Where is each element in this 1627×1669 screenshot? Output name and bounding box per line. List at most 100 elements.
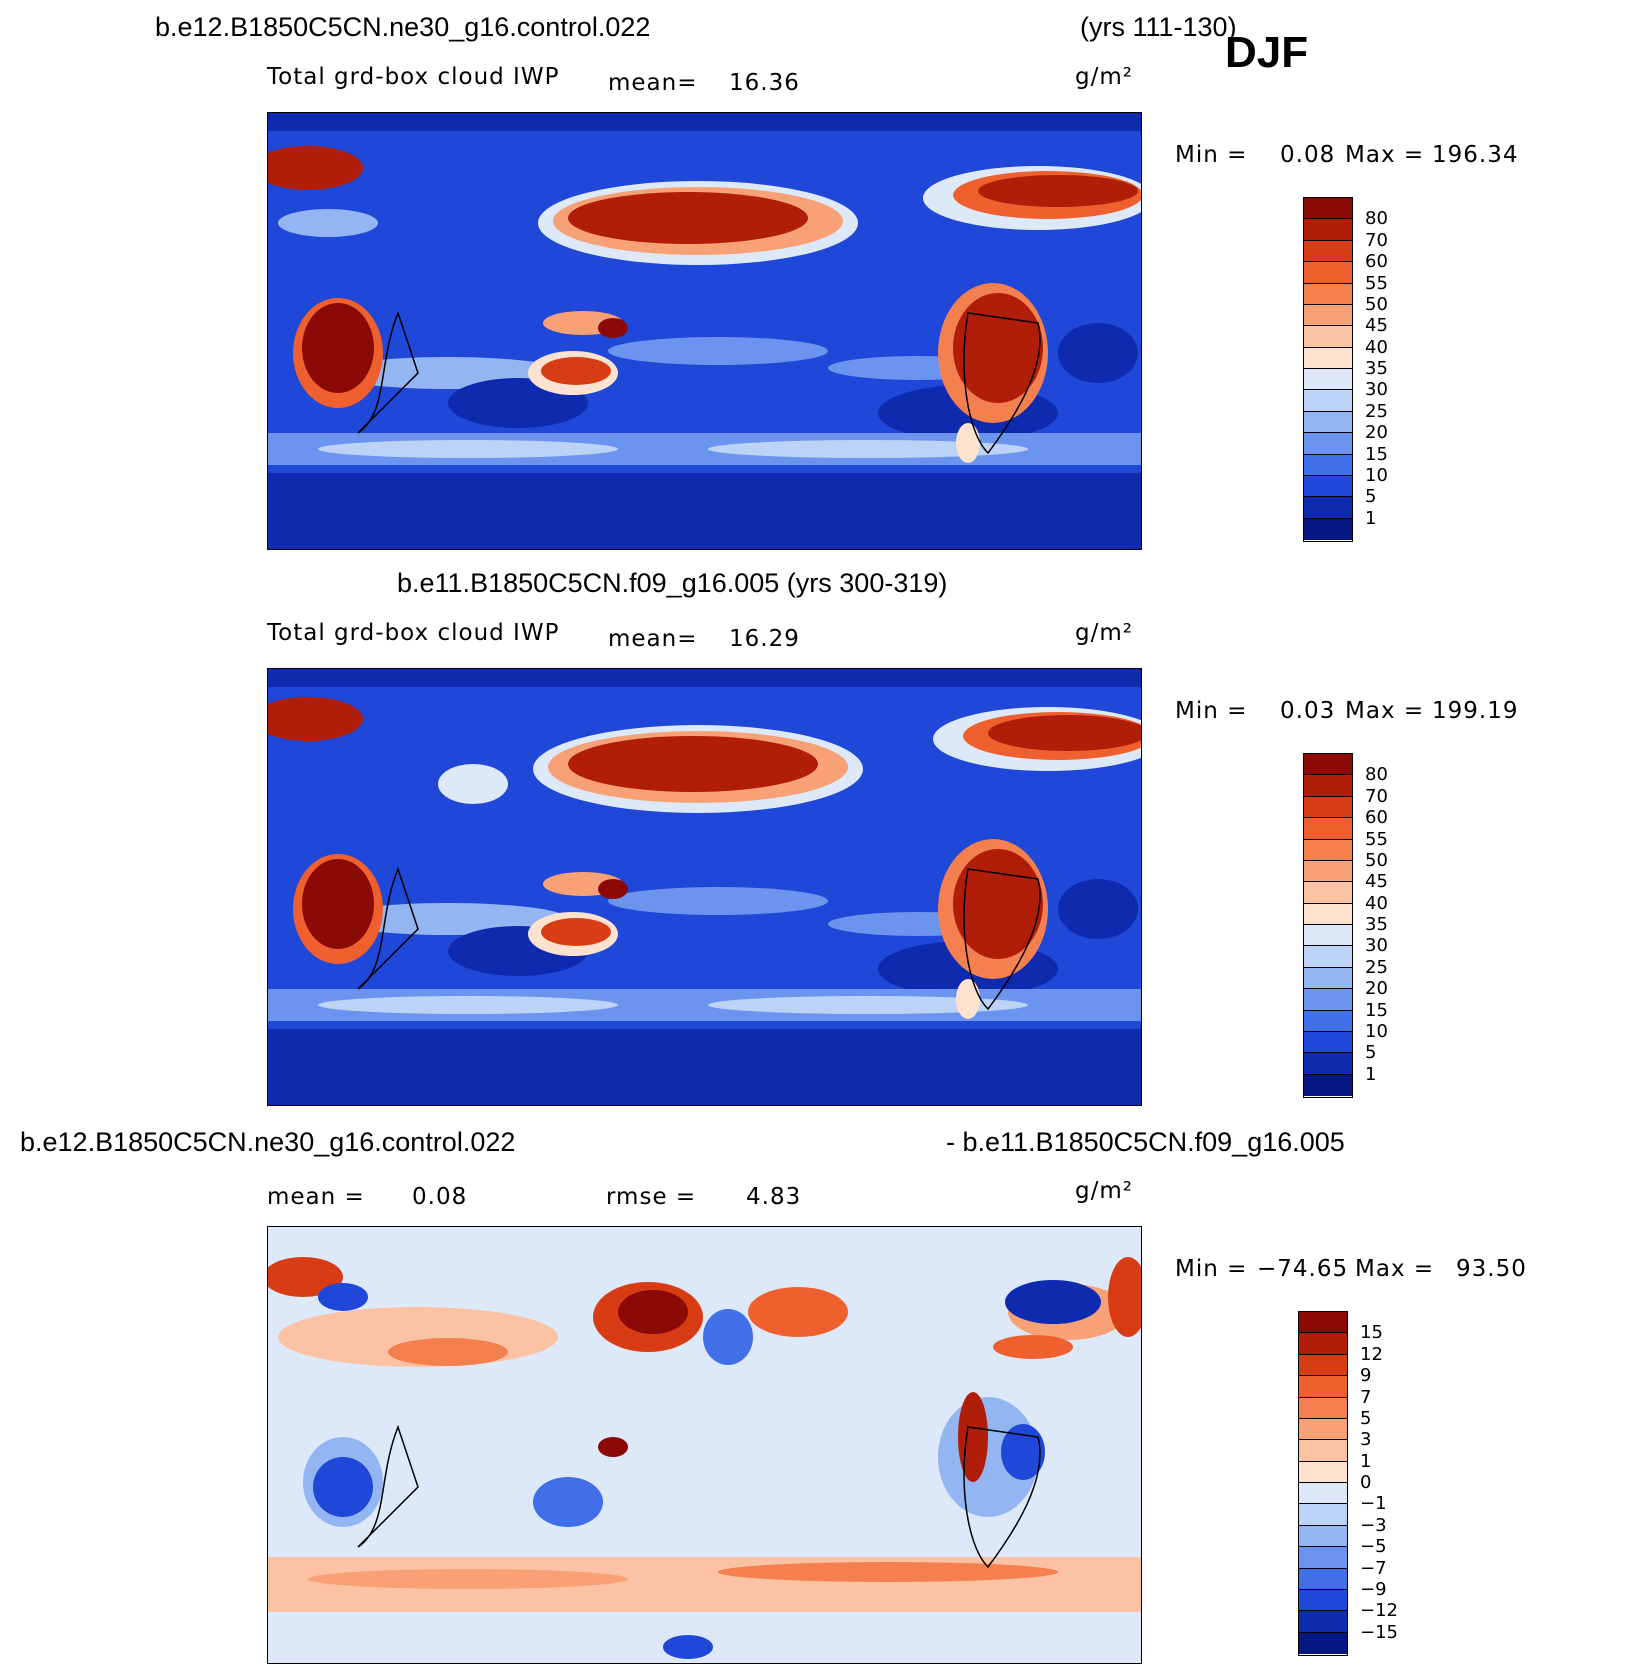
colorbar-swatch (1304, 946, 1352, 968)
colorbar-tick-label: 25 (1365, 956, 1388, 978)
colorbar-swatch (1299, 1568, 1347, 1590)
colorbar-swatch (1304, 198, 1352, 220)
colorbar-swatch (1304, 347, 1352, 369)
colorbar-tick-label: 9 (1360, 1365, 1372, 1387)
colorbar-swatch (1299, 1525, 1347, 1548)
colorbar-tick-label: 30 (1365, 935, 1388, 957)
colorbar-tick-label: 55 (1365, 272, 1388, 294)
colorbar-swatch (1299, 1440, 1347, 1462)
panel-bottom-map (267, 1226, 1142, 1664)
panel-bottom-max-value: 93.50 (1456, 1256, 1527, 1282)
colorbar-tick-label: 80 (1365, 764, 1388, 786)
panel-middle-variable: Total grd-box cloud IWP (267, 620, 560, 646)
colorbar-swatch (1304, 775, 1352, 797)
colorbar-swatch (1304, 860, 1352, 883)
season-label: DJF (1225, 28, 1309, 77)
colorbar-swatch (1304, 219, 1352, 241)
colorbar-tick-label: 1 (1365, 507, 1377, 529)
colorbar-swatch (1304, 433, 1352, 455)
panel-bottom-title-left: b.e12.B1850C5CN.ne30_g16.control.022 (20, 1127, 516, 1157)
panel-middle-mean-value: 16.29 (729, 626, 800, 652)
panel-middle-map (267, 668, 1142, 1106)
colorbar-tick-label: 5 (1360, 1407, 1372, 1429)
colorbar-tick-label: 40 (1365, 892, 1388, 914)
panel-top-max-label: Max = (1345, 142, 1425, 168)
panel-top-max-value: 196.34 (1432, 142, 1519, 168)
colorbar-swatch (1304, 967, 1352, 990)
colorbar-tick-label: 30 (1365, 379, 1388, 401)
colorbar-tick-label: 80 (1365, 208, 1388, 230)
colorbar-tick-label: 3 (1360, 1429, 1372, 1451)
colorbar-swatch (1304, 454, 1352, 476)
colorbar-tick-label: 45 (1365, 871, 1388, 893)
colorbar-swatch (1304, 326, 1352, 348)
colorbar-tick-label: 25 (1365, 400, 1388, 422)
panel-bottom-units: g/m² (1075, 1178, 1133, 1204)
panel-top-colorbar (1303, 197, 1353, 542)
colorbar-tick-label: 10 (1365, 464, 1388, 486)
panel-top-min-label: Min = (1175, 142, 1248, 168)
colorbar-tick-label: −3 (1360, 1514, 1387, 1536)
colorbar-swatch (1304, 497, 1352, 519)
panel-bottom-mean-value: 0.08 (412, 1184, 468, 1210)
colorbar-tick-label: 55 (1365, 828, 1388, 850)
colorbar-tick-label: 0 (1360, 1472, 1372, 1493)
panel-bottom-title-right: - b.e11.B1850C5CN.f09_g16.005 (946, 1127, 1345, 1157)
panel-middle-min-value: 0.03 (1280, 698, 1336, 724)
colorbar-tick-label: −5 (1360, 1536, 1387, 1558)
colorbar-swatch (1299, 1483, 1347, 1505)
panel-bottom-mean-label: mean = (267, 1184, 365, 1210)
panel-top-variable: Total grd-box cloud IWP (267, 64, 560, 90)
colorbar-tick-label: 15 (1360, 1322, 1383, 1344)
colorbar-swatch (1304, 925, 1352, 947)
panel-bottom-colorbar (1298, 1311, 1348, 1656)
panel-bottom-min-value: −74.65 (1257, 1256, 1349, 1282)
colorbar-swatch (1299, 1632, 1347, 1654)
colorbar-tick-label: 5 (1365, 1042, 1377, 1064)
colorbar-swatch (1304, 796, 1352, 819)
colorbar-swatch (1304, 411, 1352, 434)
colorbar-tick-label: 70 (1365, 229, 1388, 251)
colorbar-swatch (1304, 839, 1352, 861)
colorbar-swatch (1304, 903, 1352, 925)
colorbar-tick-label: 15 (1365, 443, 1388, 465)
colorbar-tick-label: −1 (1360, 1493, 1387, 1515)
panel-top-mean-value: 16.36 (729, 70, 800, 96)
colorbar-swatch (1299, 1354, 1347, 1377)
colorbar-tick-label: 7 (1360, 1386, 1372, 1408)
colorbar-swatch (1299, 1397, 1347, 1419)
panel-middle-title: b.e11.B1850C5CN.f09_g16.005 (yrs 300-319… (397, 568, 948, 598)
colorbar-swatch (1299, 1418, 1347, 1441)
colorbar-swatch (1304, 518, 1352, 540)
colorbar-tick-label: 20 (1365, 978, 1388, 1000)
colorbar-tick-label: 60 (1365, 807, 1388, 829)
colorbar-swatch (1304, 262, 1352, 284)
panel-top-title-left: b.e12.B1850C5CN.ne30_g16.control.022 (155, 12, 651, 42)
panel-middle-max-label: Max = (1345, 698, 1425, 724)
panel-middle-max-value: 199.19 (1432, 698, 1519, 724)
panel-bottom-min-label: Min = (1175, 1256, 1248, 1282)
colorbar-tick-label: 15 (1365, 999, 1388, 1021)
colorbar-tick-label: 35 (1365, 914, 1388, 935)
colorbar-tick-label: 1 (1365, 1063, 1377, 1085)
panel-middle-units: g/m² (1075, 620, 1133, 646)
colorbar-tick-label: −12 (1360, 1600, 1398, 1622)
colorbar-swatch (1304, 283, 1352, 305)
colorbar-swatch (1304, 1010, 1352, 1032)
panel-top-map (267, 112, 1142, 550)
colorbar-swatch (1299, 1461, 1347, 1483)
colorbar-tick-label: 10 (1365, 1020, 1388, 1042)
colorbar-swatch (1304, 475, 1352, 498)
colorbar-tick-label: 60 (1365, 251, 1388, 273)
panel-top-mean-label: mean= (608, 70, 698, 96)
colorbar-tick-label: 40 (1365, 336, 1388, 358)
colorbar-tick-label: 70 (1365, 785, 1388, 807)
panel-middle-mean-label: mean= (608, 626, 698, 652)
colorbar-swatch (1299, 1333, 1347, 1355)
colorbar-swatch (1299, 1611, 1347, 1633)
colorbar-swatch (1304, 1053, 1352, 1075)
colorbar-swatch (1304, 989, 1352, 1011)
colorbar-swatch (1304, 818, 1352, 840)
colorbar-tick-label: 50 (1365, 849, 1388, 871)
colorbar-tick-label: 1 (1360, 1450, 1372, 1472)
